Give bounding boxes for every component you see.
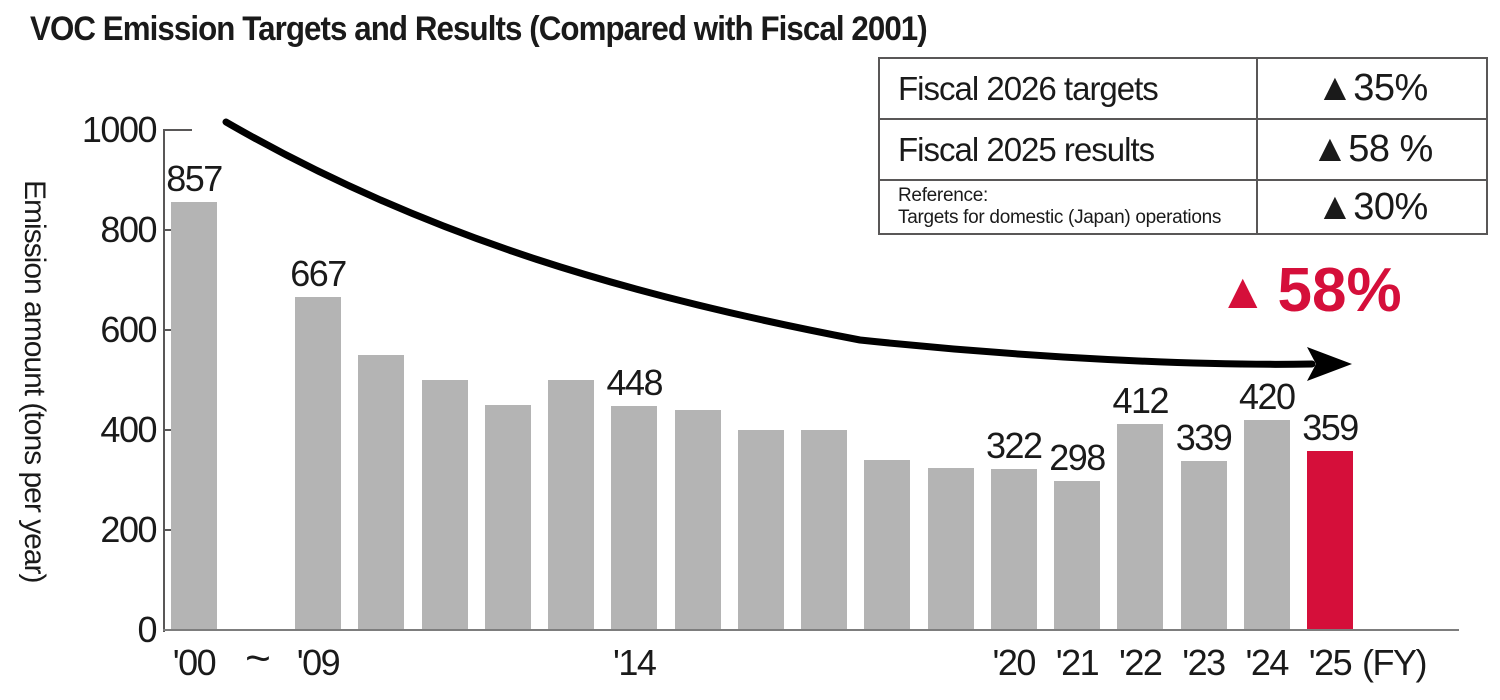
x-tick-label: '22	[1119, 642, 1163, 683]
summary-table: Fiscal 2026 targets ▲35% Fiscal 2025 resul…	[878, 57, 1488, 235]
x-tick-label: '21	[1055, 642, 1100, 683]
y-tick-label: 1000	[81, 109, 158, 150]
summary-label-line: Fiscal 2026 targets	[898, 69, 1159, 107]
bar-value-label: 359	[1302, 406, 1359, 448]
bar	[1117, 424, 1164, 630]
bar-value-label: 298	[1049, 437, 1106, 478]
bar	[358, 355, 405, 630]
y-tick-mark	[163, 529, 172, 531]
summary-row-label: Fiscal 2026 targets	[880, 59, 1258, 118]
page-title: VOC Emission Targets and Results (Compar…	[30, 10, 928, 48]
bar	[1180, 460, 1227, 630]
bar	[864, 460, 911, 630]
summary-row-value: ▲30%	[1316, 185, 1428, 228]
bar	[611, 406, 658, 630]
bar-value-label: 339	[1175, 416, 1233, 458]
bar-value-label: 412	[1112, 380, 1169, 421]
bar	[484, 405, 531, 630]
y-tick-label: 200	[100, 509, 157, 550]
bar-value-label: 322	[985, 425, 1043, 466]
x-tick-label: '09	[296, 642, 341, 683]
x-tick-label: '24	[1245, 642, 1290, 683]
summary-label-line: Fiscal 2025 results	[898, 130, 1155, 168]
bar	[801, 430, 847, 630]
y-tick-label: 600	[100, 309, 157, 350]
bar	[674, 410, 721, 630]
reduction-highlight: ▲ 58%	[1218, 258, 1402, 324]
reduction-value: 58%	[1277, 256, 1402, 325]
y-tick-mark	[163, 329, 172, 331]
summary-row-value: ▲58 %	[1311, 128, 1433, 170]
bar-value-label: 448	[606, 362, 663, 403]
bar	[990, 469, 1037, 630]
x-axis-line	[163, 629, 1459, 631]
x-tick-label: '20	[992, 642, 1037, 683]
y-tick-mark	[163, 429, 172, 431]
y-tick-label: 400	[100, 409, 157, 450]
bar-value-label: 667	[290, 252, 347, 294]
bar	[737, 430, 784, 630]
bar	[295, 296, 341, 630]
x-tick-label: '25	[1308, 642, 1353, 683]
bar	[1054, 481, 1100, 630]
bar	[1243, 420, 1290, 630]
summary-row-label: Fiscal 2025 results	[880, 120, 1258, 179]
axis-break-symbol: ~	[245, 634, 271, 683]
y-tick-mark	[163, 129, 192, 131]
y-tick-label: 800	[100, 209, 157, 250]
x-tick-label: '14	[613, 642, 657, 683]
y-tick-label: 0	[137, 609, 157, 650]
summary-label-line: Targets for domestic (Japan) operations	[898, 207, 1222, 228]
bar-value-label: 420	[1238, 376, 1296, 417]
y-tick-mark	[163, 229, 172, 231]
summary-label-line: Reference:	[898, 185, 988, 206]
triangle-icon: ▲	[1218, 263, 1268, 319]
bar	[927, 467, 974, 630]
x-tick-label: '00	[172, 642, 217, 683]
bar	[171, 201, 217, 630]
summary-row-value: ▲35%	[1316, 67, 1428, 109]
x-axis-unit-label: (FY)	[1362, 642, 1427, 683]
summary-row-label: Reference: Targets for domestic (Japan) o…	[880, 181, 1258, 233]
bar	[548, 380, 594, 630]
bar-value-label: 857	[166, 157, 223, 199]
y-axis-title: Emission amount (tons per year)	[18, 179, 51, 583]
bar	[421, 380, 468, 630]
bar-highlighted	[1307, 450, 1353, 630]
summary-table-row: Fiscal 2026 targets ▲35%	[880, 59, 1486, 118]
x-tick-label: '23	[1182, 642, 1226, 683]
y-axis-line	[163, 129, 165, 632]
summary-table-row: Fiscal 2025 results ▲58 %	[880, 118, 1486, 179]
summary-table-row: Reference: Targets for domestic (Japan) o…	[880, 179, 1486, 233]
